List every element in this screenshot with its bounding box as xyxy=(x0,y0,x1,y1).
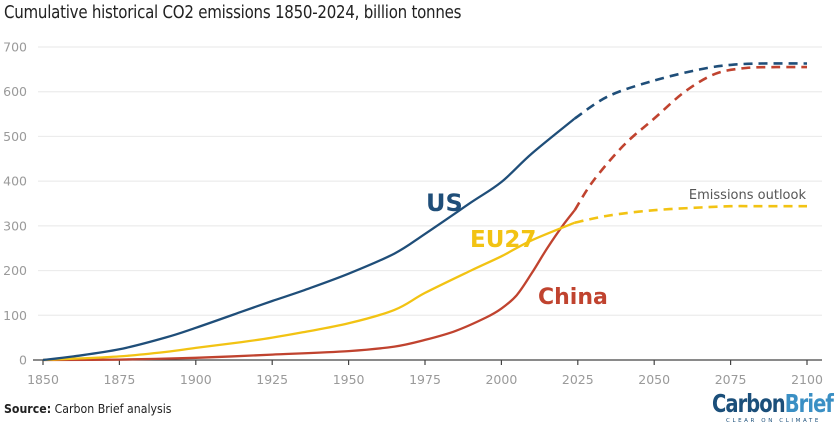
y-tick-label-600: 600 xyxy=(3,84,27,99)
series-lines xyxy=(42,62,808,362)
series-us-historical-line xyxy=(42,117,576,362)
x-tick-label-2025: 2025 xyxy=(562,372,594,387)
x-tick-label-1850: 1850 xyxy=(27,372,59,387)
emissions-outlook-annotation: Emissions outlook xyxy=(689,188,807,203)
source-label: Source: xyxy=(4,401,52,416)
series-label-china: China xyxy=(538,285,608,310)
carbon-brief-logo: CarbonBrief CLEAR ON CLIMATE xyxy=(712,389,834,425)
x-axis: 1850 1875 1900 1925 1950 1975 2000 2025 2050 2075… xyxy=(27,359,823,387)
y-tick-label-400: 400 xyxy=(3,174,27,189)
y-tick-label-0: 0 xyxy=(19,353,27,368)
x-tick-label-2100: 2100 xyxy=(791,372,823,387)
series-label-eu27: EU27 xyxy=(470,227,536,253)
logo-carbon: Carbon xyxy=(712,389,786,418)
y-tick-label-200: 200 xyxy=(3,263,27,278)
source-text: Carbon Brief analysis xyxy=(51,401,172,416)
x-tick-label-1875: 1875 xyxy=(103,372,135,387)
y-tick-label-300: 300 xyxy=(3,218,27,233)
y-tick-label-500: 500 xyxy=(3,129,27,144)
x-tick-label-1925: 1925 xyxy=(256,372,288,387)
x-tick-label-1900: 1900 xyxy=(180,372,212,387)
x-tick-label-1975: 1975 xyxy=(409,372,441,387)
gridlines xyxy=(38,46,822,316)
series-china-historical-line xyxy=(42,209,576,362)
logo-brief: Brief xyxy=(784,389,834,418)
source-note: Source: Carbon Brief analysis xyxy=(4,401,172,416)
x-tick-label-1950: 1950 xyxy=(333,372,365,387)
series-eu27-historical-line xyxy=(42,221,576,362)
y-tick-label-700: 700 xyxy=(3,40,27,55)
series-us-outlook-line xyxy=(573,62,808,120)
x-tick-label-2000: 2000 xyxy=(485,372,517,387)
logo-tagline: CLEAR ON CLIMATE xyxy=(726,418,821,424)
y-tick-label-100: 100 xyxy=(3,308,27,323)
y-axis-ticks: 0 100 200 300 400 500 600 700 xyxy=(3,40,27,368)
series-label-us: US xyxy=(426,189,463,217)
x-tick-label-2050: 2050 xyxy=(638,372,670,387)
series-eu27-outlook-line xyxy=(574,204,807,224)
chart-title: Cumulative historical CO2 emissions 1850… xyxy=(4,3,462,23)
series-china-outlook-line xyxy=(573,65,808,211)
x-tick-label-2075: 2075 xyxy=(715,372,747,387)
